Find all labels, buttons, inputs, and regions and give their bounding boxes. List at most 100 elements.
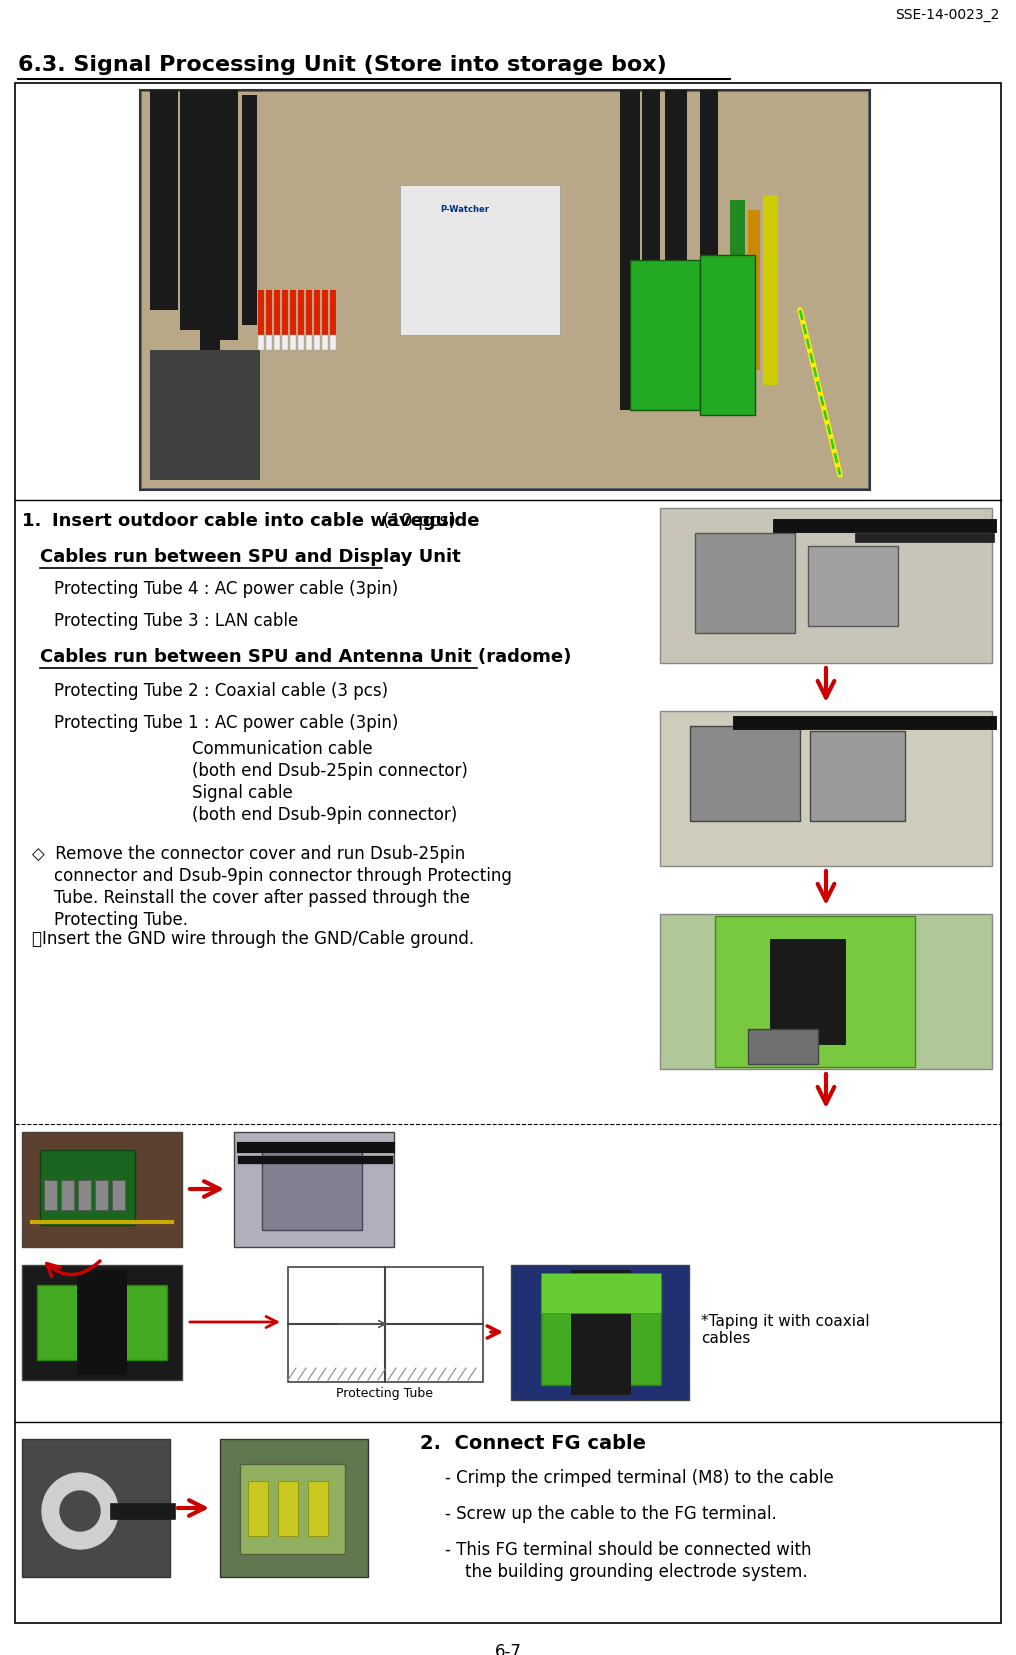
Text: Insert outdoor cable into cable waveguide: Insert outdoor cable into cable waveguid… — [52, 511, 480, 530]
Bar — [150, 349, 260, 480]
Bar — [690, 727, 800, 821]
Text: Tube. Reinstall the cover after passed through the: Tube. Reinstall the cover after passed t… — [54, 889, 470, 907]
Bar — [298, 334, 304, 349]
Bar — [731, 200, 745, 381]
Bar — [274, 334, 280, 349]
Text: Cables run between SPU and Display Unit: Cables run between SPU and Display Unit — [40, 548, 460, 566]
Bar — [400, 185, 560, 334]
Bar — [306, 334, 312, 349]
Bar — [314, 334, 320, 349]
Bar — [660, 914, 992, 1069]
Bar — [630, 260, 700, 410]
Bar — [140, 89, 870, 490]
Bar — [150, 89, 178, 309]
Bar — [620, 89, 640, 410]
Bar — [40, 1150, 135, 1225]
Bar — [234, 1132, 394, 1246]
Bar — [330, 290, 336, 334]
Text: ◇  Remove the connector cover and run Dsub-25pin: ◇ Remove the connector cover and run Dsu… — [31, 846, 465, 862]
Bar — [258, 290, 264, 334]
Bar — [306, 290, 312, 334]
Bar — [322, 290, 328, 334]
Text: Signal cable: Signal cable — [192, 784, 293, 803]
Text: Protecting Tube 4 : AC power cable (3pin): Protecting Tube 4 : AC power cable (3pin… — [54, 579, 398, 597]
Bar — [44, 1180, 57, 1210]
Bar — [266, 334, 272, 349]
Text: - Screw up the cable to the FG terminal.: - Screw up the cable to the FG terminal. — [445, 1504, 777, 1523]
Bar — [660, 508, 992, 664]
Text: Protecting Tube 3 : LAN cable: Protecting Tube 3 : LAN cable — [54, 612, 299, 631]
Bar — [541, 1279, 661, 1385]
Bar — [248, 1481, 268, 1536]
Bar — [282, 290, 288, 334]
Text: 6-7: 6-7 — [495, 1643, 521, 1655]
Text: - Crimp the crimped terminal (M8) to the cable: - Crimp the crimped terminal (M8) to the… — [445, 1470, 834, 1486]
Bar — [511, 1264, 689, 1400]
Text: (both end Dsub-9pin connector): (both end Dsub-9pin connector) — [192, 806, 457, 824]
Bar — [571, 1269, 631, 1395]
Bar — [112, 1180, 125, 1210]
Text: (both end Dsub-25pin connector): (both end Dsub-25pin connector) — [192, 761, 468, 780]
Bar — [642, 89, 660, 410]
Bar — [22, 1264, 182, 1380]
Bar — [665, 89, 687, 410]
Text: - This FG terminal should be connected with: - This FG terminal should be connected w… — [445, 1541, 812, 1559]
Bar — [22, 1438, 170, 1577]
Text: Protecting Tube 1 : AC power cable (3pin): Protecting Tube 1 : AC power cable (3pin… — [54, 713, 398, 732]
Text: *Taping it with coaxial
cables: *Taping it with coaxial cables — [701, 1314, 870, 1347]
Bar — [810, 732, 905, 821]
Text: 1.: 1. — [22, 511, 54, 530]
Bar — [142, 93, 868, 488]
Text: SSE-14-0023_2: SSE-14-0023_2 — [896, 8, 1000, 22]
Bar — [200, 89, 220, 349]
Bar — [322, 334, 328, 349]
Bar — [748, 1029, 818, 1064]
Bar — [77, 1269, 127, 1375]
Bar — [61, 1180, 74, 1210]
Bar — [78, 1180, 91, 1210]
Bar — [308, 1481, 328, 1536]
Bar — [37, 1284, 167, 1360]
Text: 2.  Connect FG cable: 2. Connect FG cable — [420, 1433, 646, 1453]
Bar — [262, 1150, 362, 1230]
Bar — [266, 290, 272, 334]
Bar — [288, 1268, 483, 1382]
Bar — [763, 195, 778, 386]
Bar — [748, 210, 760, 371]
Bar — [258, 334, 264, 349]
Text: Protecting Tube.: Protecting Tube. — [54, 910, 188, 928]
Text: connector and Dsub-9pin connector through Protecting: connector and Dsub-9pin connector throug… — [54, 867, 512, 885]
Bar — [695, 533, 795, 632]
Bar — [700, 89, 718, 410]
Bar — [220, 1438, 368, 1577]
Text: ・Insert the GND wire through the GND/Cable ground.: ・Insert the GND wire through the GND/Cab… — [31, 930, 474, 948]
Text: Protecting Tube 2 : Coaxial cable (3 pcs): Protecting Tube 2 : Coaxial cable (3 pcs… — [54, 682, 388, 700]
Bar — [242, 94, 257, 324]
Text: Communication cable: Communication cable — [192, 740, 373, 758]
Text: 6.3. Signal Processing Unit (Store into storage box): 6.3. Signal Processing Unit (Store into … — [18, 55, 666, 74]
Text: Cables run between SPU and Antenna Unit (radome): Cables run between SPU and Antenna Unit … — [40, 649, 571, 665]
Bar — [770, 938, 845, 1044]
Text: Protecting Tube: Protecting Tube — [336, 1387, 434, 1400]
Bar — [290, 334, 296, 349]
Bar — [541, 1273, 661, 1312]
Bar — [180, 89, 202, 329]
Bar — [220, 89, 238, 339]
Bar — [298, 290, 304, 334]
Bar — [96, 1180, 108, 1210]
Bar — [715, 915, 915, 1067]
Polygon shape — [60, 1491, 100, 1531]
Bar — [330, 334, 336, 349]
Bar — [808, 546, 898, 626]
Bar — [314, 290, 320, 334]
Bar — [240, 1465, 345, 1554]
Text: the building grounding electrode system.: the building grounding electrode system. — [465, 1562, 808, 1581]
Bar — [282, 334, 288, 349]
Text: P-Watcher: P-Watcher — [441, 205, 490, 213]
Bar — [700, 255, 755, 415]
Text: (10 pcs): (10 pcs) — [377, 511, 456, 530]
Polygon shape — [42, 1473, 118, 1549]
Bar — [274, 290, 280, 334]
Bar — [278, 1481, 298, 1536]
Bar — [290, 290, 296, 334]
